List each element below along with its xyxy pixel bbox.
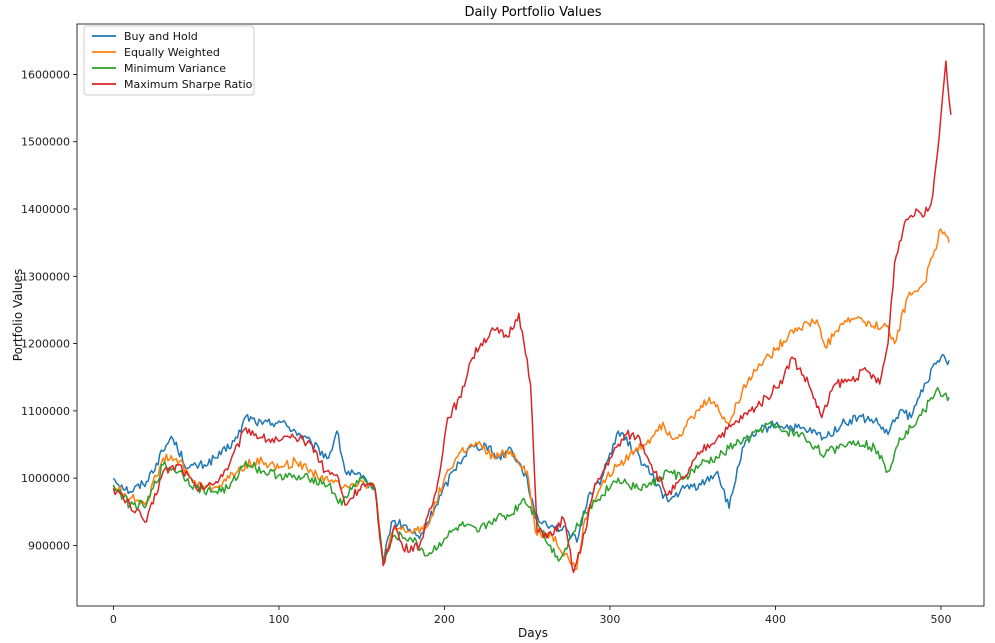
x-tick-label: 300 (599, 613, 620, 626)
y-tick-label: 1500000 (21, 136, 70, 149)
y-tick-label: 1000000 (21, 472, 70, 485)
y-tick-label: 1300000 (21, 270, 70, 283)
x-tick-label: 500 (930, 613, 951, 626)
legend: Buy and Hold Equally Weighted Minimum Vari… (83, 25, 255, 96)
x-tick-label: 100 (268, 613, 289, 626)
y-tick-label: 1600000 (21, 68, 70, 81)
legend-label: Maximum Sharpe Ratio (124, 78, 253, 91)
series-line-3 (112, 60, 952, 574)
y-tick-label: 1200000 (21, 338, 70, 351)
y-tick-label: 1100000 (21, 405, 70, 418)
y-tick-label: 900000 (28, 539, 70, 552)
chart-title: Daily Portfolio Values (464, 5, 601, 20)
x-axis-label: Days (518, 626, 548, 640)
series-layer (112, 60, 952, 574)
plot-frame (76, 23, 985, 607)
x-tick-label: 0 (110, 613, 117, 626)
x-tick-label: 200 (434, 613, 455, 626)
legend-label: Equally Weighted (124, 46, 220, 59)
y-tick-label: 1400000 (21, 203, 70, 216)
y-axis-ticks: 900000 1000000 1100000 1200000 1300000 140000… (21, 68, 77, 552)
legend-label: Buy and Hold (124, 30, 198, 43)
legend-label: Minimum Variance (124, 62, 226, 75)
x-tick-label: 400 (765, 613, 786, 626)
legend-box (83, 25, 255, 96)
y-axis-label: Portfolio Values (11, 269, 25, 361)
x-axis-ticks: 0 100 200 300 400 500 (110, 606, 951, 626)
series-line-2 (112, 386, 950, 564)
